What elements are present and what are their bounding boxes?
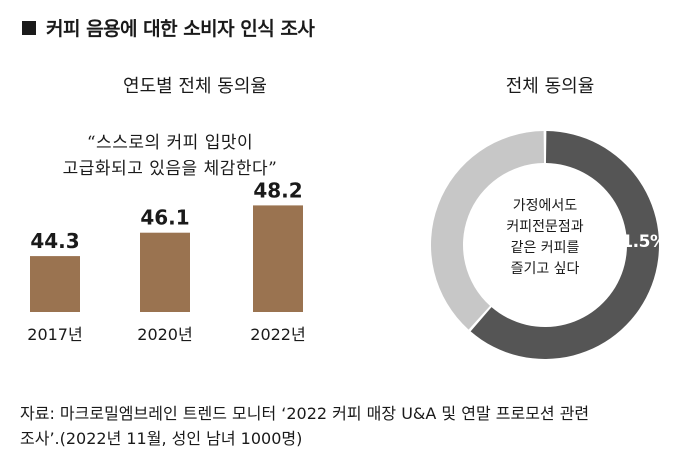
bar-2020년 <box>140 232 190 312</box>
quote-text: “스스로의 커피 입맛이 고급화되고 있음을 체감한다” <box>20 130 320 182</box>
donut-percent-label: 61.5% <box>610 232 667 252</box>
category-label: 2017년 <box>27 325 82 344</box>
header-square-icon <box>22 20 36 35</box>
source-note: 자료: 마크로밀엠브레인 트렌드 모니터 ‘2022 커피 매장 U&A 및 연… <box>20 401 680 451</box>
donut-center-line-1: 가정에서도 <box>512 198 578 214</box>
donut-slice-rest <box>431 131 545 330</box>
source-line-2: 조사’.(2022년 11월, 성인 남녀 1000명) <box>20 429 303 448</box>
quote-line-2: 고급화되고 있음을 체감한다” <box>62 159 278 179</box>
donut-slice-agree <box>470 131 659 359</box>
bar-value-label: 46.1 <box>140 206 189 230</box>
donut-center-text: 가정에서도 커피전문점과 같은 커피를 즐기고 싶다 <box>480 196 610 280</box>
category-label: 2020년 <box>137 325 192 344</box>
chart-title: 커피 음용에 대한 소비자 인식 조사 <box>46 18 315 40</box>
quote-line-1: “스스로의 커피 입맛이 <box>86 133 254 153</box>
bar-chart-title: 연도별 전체 동의율 <box>123 76 267 97</box>
bar-value-label: 44.3 <box>30 229 79 253</box>
source-line-1: 자료: 마크로밀엠브레인 트렌드 모니터 ‘2022 커피 매장 U&A 및 연… <box>20 404 590 423</box>
donut-chart-title: 전체 동의율 <box>505 76 595 97</box>
chart-header: 커피 음용에 대한 소비자 인식 조사 <box>22 14 315 41</box>
bar-value-label: 48.2 <box>253 178 302 202</box>
bar-2022년 <box>253 205 303 312</box>
category-label: 2022년 <box>250 325 305 344</box>
bar-2017년 <box>30 256 80 312</box>
donut-center-line-3: 같은 커피를 <box>510 240 580 256</box>
donut-center-line-4: 즐기고 싶다 <box>510 261 580 277</box>
donut-center-line-2: 커피전문점과 <box>506 219 584 235</box>
